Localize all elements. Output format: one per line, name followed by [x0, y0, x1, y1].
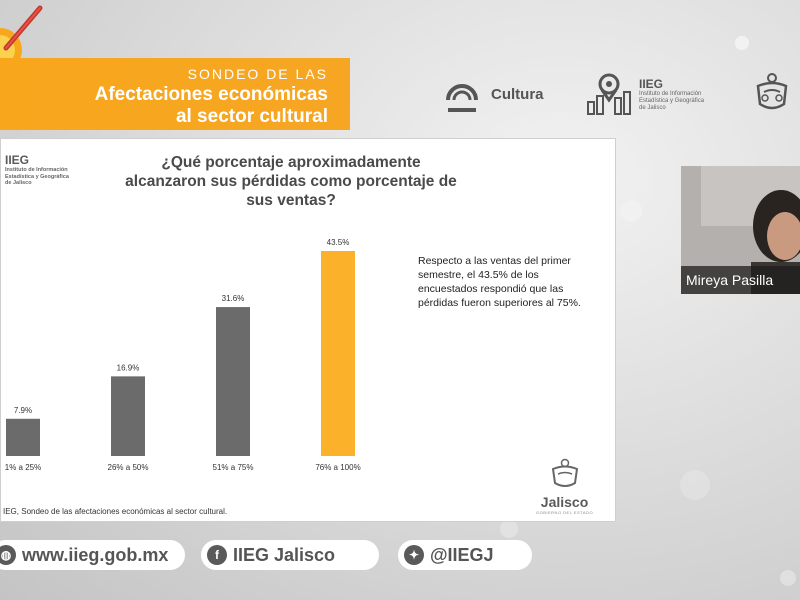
iieg-logo-sub3: de Jalisco — [639, 104, 666, 111]
bar-value-label: 31.6% — [222, 294, 245, 303]
banner-line-1: SONDEO DE LAS — [187, 66, 328, 82]
bar-3 — [216, 307, 250, 456]
cultura-arch-icon — [446, 84, 478, 112]
jalisco-crest-icon — [551, 458, 578, 487]
banner-line-3: al sector cultural — [175, 106, 328, 127]
facebook-icon: f — [207, 545, 227, 565]
webcam-name-label: Mireya Pasilla — [681, 266, 800, 294]
slide-logo-sub3: de Jalisco — [5, 180, 32, 186]
bokeh-light — [680, 470, 710, 500]
bar-2 — [111, 376, 145, 456]
facebook-pill[interactable]: f IIEG Jalisco — [201, 540, 379, 570]
slide-jalisco-logo: Jalisco GOBIERNO DEL ESTADO — [536, 457, 593, 515]
banner-line-2: Afectaciones económicas — [94, 84, 328, 105]
slide-logo-sub1: Instituto de Información — [5, 167, 68, 173]
bokeh-light — [620, 200, 642, 222]
bokeh-light — [735, 36, 749, 50]
category-label: 51% a 75% — [213, 463, 254, 472]
chart-question-title: ¿Qué porcentaje aproximadamente alcanzar… — [91, 153, 491, 210]
cultura-logo-text: Cultura — [491, 85, 544, 103]
twitter-icon: ✦ — [404, 545, 424, 565]
cultura-logo: Cultura — [443, 74, 544, 114]
twitter-pill[interactable]: ✦ @IIEGJ — [398, 540, 532, 570]
slide-jalisco-name: Jalisco — [540, 494, 589, 510]
bokeh-light — [500, 520, 518, 538]
header-banner: SONDEO DE LAS Afectaciones económicas al… — [0, 58, 350, 130]
chart-note: Respecto a las ventas del primer semestr… — [418, 255, 581, 309]
question-line-3: sus ventas? — [246, 192, 336, 209]
loss-percentage-bar-chart: 7.9% 1% a 25% 16.9% 26% a 50% 31.6% 51% a 75%… — [5, 238, 361, 472]
question-line-1: ¿Qué porcentaje aproximadamente — [161, 154, 421, 171]
bokeh-light — [780, 570, 796, 586]
facebook-text: IIEG Jalisco — [233, 544, 336, 565]
category-label: 1% a 25% — [5, 463, 41, 472]
presentation-slide: IIEG Instituto de Información Estadístic… — [0, 138, 616, 522]
twitter-text: @IIEGJ — [430, 544, 494, 565]
map-pin-chart-icon — [587, 73, 631, 115]
bar-4 — [321, 251, 355, 456]
iieg-logo: IIEG Instituto de Información Estadístic… — [585, 72, 704, 116]
iieg-logo-sub1: Instituto de Información — [639, 90, 702, 97]
jalisco-crest-icon — [756, 73, 788, 110]
bar-value-label: 7.9% — [14, 406, 32, 415]
slide-iieg-logo: IIEG Instituto de Información Estadístic… — [5, 153, 69, 187]
slide-jalisco-sub: GOBIERNO DEL ESTADO — [536, 510, 594, 515]
category-label: 76% a 100% — [315, 463, 360, 472]
bar-1 — [6, 418, 40, 456]
slide-logo-title: IIEG — [5, 153, 30, 167]
category-label: 26% a 50% — [108, 463, 149, 472]
bar-value-label: 16.9% — [117, 363, 140, 372]
slide-logo-sub2: Estadística y Geográfica — [5, 173, 69, 180]
chart-source: IEG, Sondeo de las afectaciones económic… — [3, 507, 228, 516]
website-text: www.iieg.gob.mx — [22, 544, 169, 565]
website-pill[interactable]: ◍ www.iieg.gob.mx — [0, 540, 185, 570]
iieg-logo-title: IIEG — [639, 76, 664, 91]
iieg-logo-sub2: Estadística y Geográfica — [639, 97, 705, 104]
bar-value-label: 43.5% — [327, 238, 350, 247]
question-line-2: alcanzaron sus pérdidas como porcentaje … — [125, 173, 457, 190]
globe-icon: ◍ — [0, 545, 16, 565]
